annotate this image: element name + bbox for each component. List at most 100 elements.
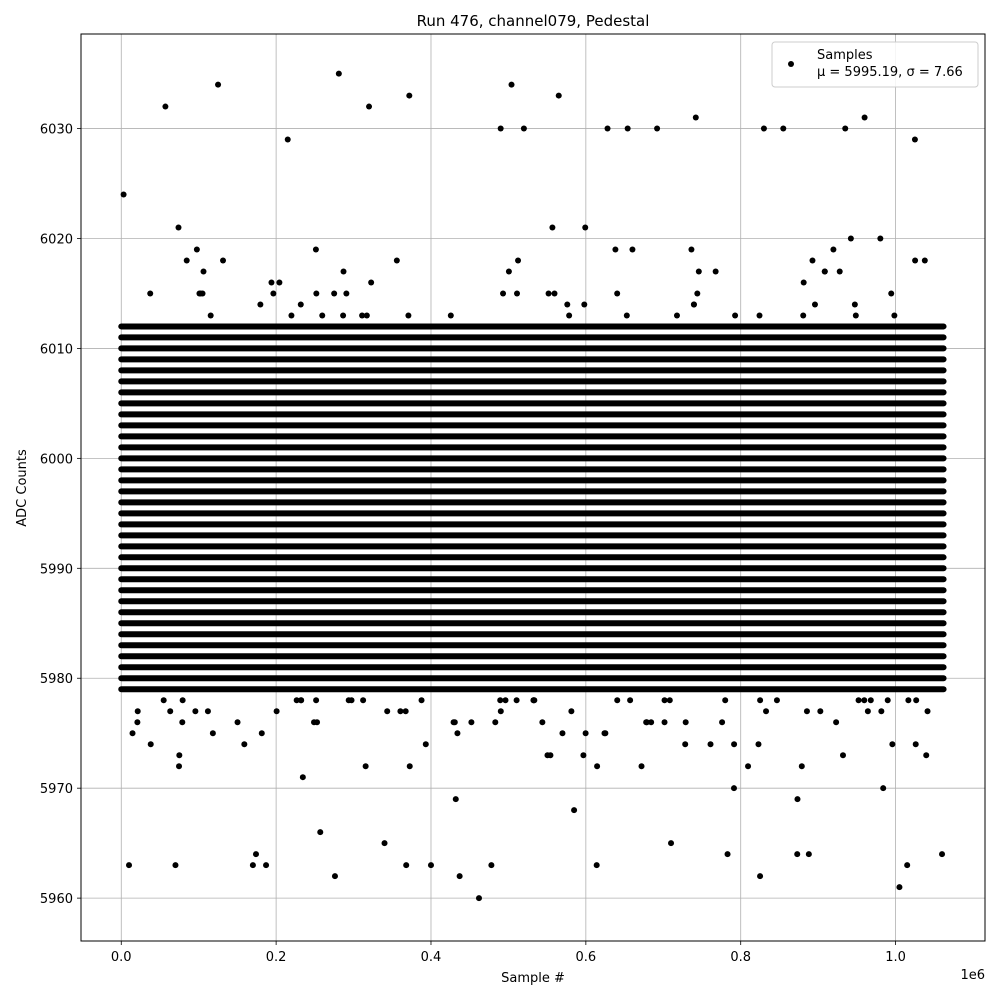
sample-point bbox=[673, 312, 680, 319]
sample-point bbox=[712, 268, 719, 275]
sample-point bbox=[258, 730, 265, 737]
sample-point bbox=[888, 290, 895, 297]
outlier-point bbox=[120, 191, 127, 198]
y-tick-label: 5980 bbox=[40, 672, 73, 687]
sample-point bbox=[331, 290, 338, 297]
sample-point bbox=[319, 312, 326, 319]
outlier-point bbox=[520, 125, 527, 132]
outlier-point bbox=[780, 125, 787, 132]
sample-point bbox=[530, 697, 537, 704]
sample-point bbox=[134, 719, 141, 726]
sample-point bbox=[638, 763, 645, 770]
sample-point bbox=[852, 312, 859, 319]
sample-point bbox=[682, 719, 689, 726]
outlier-point bbox=[794, 851, 801, 858]
y-tick-label: 5970 bbox=[40, 782, 73, 797]
sample-point bbox=[732, 312, 739, 319]
outlier-point bbox=[162, 103, 169, 110]
outlier-point bbox=[497, 125, 504, 132]
sample-point bbox=[889, 741, 896, 748]
sample-point bbox=[839, 752, 846, 759]
outlier-point bbox=[555, 92, 562, 99]
x-axis-offset-label: 1e6 bbox=[960, 968, 985, 983]
outlier-point bbox=[861, 114, 868, 121]
sample-point bbox=[582, 224, 589, 231]
sample-point bbox=[861, 697, 868, 704]
sample-point bbox=[241, 741, 248, 748]
sample-point bbox=[867, 697, 874, 704]
sample-point bbox=[913, 697, 920, 704]
sample-point bbox=[539, 719, 546, 726]
sample-point bbox=[492, 719, 499, 726]
outlier-point bbox=[427, 862, 434, 869]
sample-point bbox=[745, 763, 752, 770]
sample-point bbox=[179, 719, 186, 726]
sample-point bbox=[147, 290, 154, 297]
outlier-point bbox=[284, 136, 291, 143]
sample-point bbox=[204, 708, 211, 715]
outlier-point bbox=[172, 862, 179, 869]
sample-point bbox=[905, 697, 912, 704]
sample-point bbox=[468, 719, 475, 726]
sample-point bbox=[912, 741, 919, 748]
outlier-point bbox=[668, 840, 675, 847]
sample-point bbox=[273, 708, 280, 715]
sample-point bbox=[629, 246, 636, 253]
sample-point bbox=[340, 312, 347, 319]
sample-point bbox=[544, 752, 551, 759]
sample-point bbox=[514, 290, 521, 297]
outlier-point bbox=[911, 136, 918, 143]
x-tick-label: 0.0 bbox=[111, 950, 132, 965]
sample-point bbox=[602, 730, 609, 737]
sample-point bbox=[515, 257, 522, 264]
sample-point bbox=[345, 697, 352, 704]
sample-point bbox=[912, 257, 919, 264]
outlier-point bbox=[724, 851, 731, 858]
outlier-point bbox=[508, 81, 515, 88]
sample-point bbox=[924, 708, 931, 715]
outlier-point bbox=[126, 862, 133, 869]
sample-point bbox=[757, 697, 764, 704]
outlier-point bbox=[317, 829, 324, 836]
sample-point bbox=[311, 719, 318, 726]
sample-point bbox=[362, 763, 369, 770]
outlier-point bbox=[757, 873, 764, 880]
x-axis-ticks: 0.0 0.2 0.4 0.6 0.8 1.0 bbox=[111, 941, 906, 965]
sample-point bbox=[183, 257, 190, 264]
sample-point bbox=[627, 697, 634, 704]
sample-point bbox=[878, 708, 885, 715]
sample-point bbox=[809, 257, 816, 264]
sample-point bbox=[193, 246, 200, 253]
y-tick-label: 6020 bbox=[40, 232, 73, 247]
sample-point bbox=[817, 708, 824, 715]
outlier-point bbox=[381, 840, 388, 847]
legend-box bbox=[771, 41, 979, 88]
sample-point bbox=[343, 290, 350, 297]
outlier-point bbox=[335, 70, 342, 77]
sample-point bbox=[682, 741, 689, 748]
sample-point bbox=[293, 697, 300, 704]
sample-point bbox=[176, 763, 183, 770]
sample-point bbox=[384, 708, 391, 715]
sample-point bbox=[730, 785, 737, 792]
outlier-point bbox=[406, 92, 413, 99]
outlier-point bbox=[215, 81, 222, 88]
sample-point bbox=[167, 708, 174, 715]
sample-point bbox=[755, 741, 762, 748]
sample-point bbox=[179, 697, 186, 704]
sample-point bbox=[312, 246, 319, 253]
sample-point bbox=[406, 763, 413, 770]
sample-point bbox=[661, 719, 668, 726]
sample-point bbox=[422, 741, 429, 748]
sample-point bbox=[855, 697, 862, 704]
sample-point bbox=[666, 697, 673, 704]
sample-point bbox=[549, 224, 556, 231]
sample-point bbox=[160, 697, 167, 704]
outlier-point bbox=[366, 103, 373, 110]
sample-point bbox=[200, 268, 207, 275]
outlier-point bbox=[805, 851, 812, 858]
sample-point bbox=[643, 719, 650, 726]
sample-point bbox=[571, 807, 578, 814]
plot-frame bbox=[80, 33, 986, 942]
